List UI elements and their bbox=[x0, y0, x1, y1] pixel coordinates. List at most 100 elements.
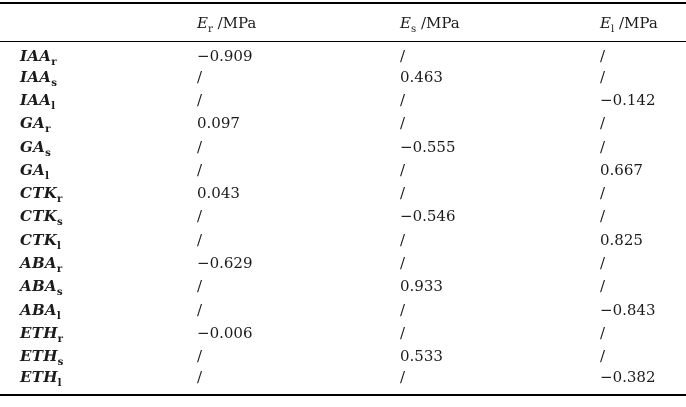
table-cell: / bbox=[197, 90, 203, 109]
table-cell: −0.909 bbox=[197, 47, 253, 65]
column-unit: /MPa bbox=[614, 13, 658, 32]
table-cell: 0.667 bbox=[600, 160, 643, 179]
table-cell: / bbox=[197, 277, 203, 296]
table-cell: / bbox=[600, 323, 606, 342]
table-cell: −0.006 bbox=[197, 323, 253, 342]
row-label-subscript: l bbox=[45, 169, 50, 182]
table-cell: / bbox=[400, 184, 406, 203]
table-row: GAs / −0.555/ bbox=[0, 135, 686, 158]
table-cell: −0.142 bbox=[600, 90, 656, 109]
row-label-base: ABA bbox=[20, 254, 57, 273]
row-label: IAAl bbox=[0, 88, 197, 111]
table-cell: / bbox=[197, 137, 203, 156]
table-row: ETHr −0.006 / / bbox=[0, 321, 686, 344]
table-cell: 0.933 bbox=[400, 277, 443, 296]
table-cell: 0.463 bbox=[400, 67, 443, 86]
column-header-s: Es /MPa bbox=[400, 3, 600, 42]
table-cell: / bbox=[400, 160, 406, 179]
row-label: ETHr bbox=[0, 321, 197, 344]
row-label-subscript: s bbox=[51, 76, 58, 89]
table-cell: / bbox=[400, 254, 406, 273]
row-label-base: ETH bbox=[20, 367, 58, 386]
row-label-subscript: l bbox=[57, 376, 62, 389]
table-cell: / bbox=[400, 367, 406, 386]
row-label-base: GA bbox=[20, 114, 46, 133]
table-cell: −0.382 bbox=[600, 367, 656, 386]
table-cell: / bbox=[600, 347, 606, 366]
row-label-base: IAA bbox=[20, 67, 52, 86]
table-cell: / bbox=[400, 114, 406, 133]
table-cell: / bbox=[600, 254, 606, 273]
row-label-base: CTK bbox=[20, 184, 58, 203]
table-cell: −0.843 bbox=[600, 300, 656, 319]
row-label-base: CTK bbox=[20, 207, 58, 226]
row-label: ETHs bbox=[0, 345, 197, 368]
row-label: GAs bbox=[0, 135, 197, 158]
row-label-subscript: s bbox=[57, 216, 64, 229]
table-row: IAAr −0.909// bbox=[0, 42, 686, 68]
table-row: GAr 0.097// bbox=[0, 112, 686, 135]
row-label-subscript: s bbox=[45, 146, 52, 159]
table-cell: / bbox=[400, 47, 406, 65]
table-row: IAAs/0.463/ bbox=[0, 65, 686, 88]
table-row: IAAl / / −0.142 bbox=[0, 88, 686, 111]
row-label-base: ABA bbox=[20, 300, 57, 319]
table-cell: / bbox=[600, 47, 606, 65]
table-cell: / bbox=[197, 207, 203, 226]
row-label-base: GA bbox=[20, 160, 46, 179]
table-cell: / bbox=[600, 184, 606, 203]
header-empty-cell bbox=[0, 3, 197, 42]
row-label-subscript: r bbox=[57, 332, 64, 345]
row-label-subscript: s bbox=[56, 286, 63, 299]
table-cell: / bbox=[197, 160, 203, 179]
table-cell: / bbox=[197, 300, 203, 319]
table-cell: / bbox=[400, 323, 406, 342]
row-label-subscript: l bbox=[51, 99, 56, 112]
table-cell: / bbox=[400, 230, 406, 249]
column-unit: /MPa bbox=[416, 13, 460, 32]
table-cell: 0.043 bbox=[197, 184, 240, 203]
table-row: CTKl //0.825 bbox=[0, 228, 686, 251]
column-subscript: l bbox=[610, 23, 615, 35]
row-label-base: GA bbox=[20, 137, 46, 156]
table-row: ABAl / / −0.843 bbox=[0, 298, 686, 321]
row-label: IAAs bbox=[0, 65, 197, 88]
table-row: ETHs/0.533/ bbox=[0, 345, 686, 368]
table-cell: / bbox=[400, 90, 406, 109]
row-label-base: IAA bbox=[20, 47, 52, 65]
row-label: ABAl bbox=[0, 298, 197, 321]
table-cell: / bbox=[600, 137, 606, 156]
table-row: ABAr −0.629// bbox=[0, 251, 686, 274]
column-header-r: Er /MPa bbox=[197, 3, 400, 42]
row-label-base: IAA bbox=[20, 90, 52, 109]
table-cell: / bbox=[197, 347, 203, 366]
column-subscript: s bbox=[410, 23, 417, 35]
table-cell: / bbox=[197, 367, 203, 386]
row-label: ABAs bbox=[0, 275, 197, 298]
column-symbol: E bbox=[600, 13, 611, 32]
row-label: GAr bbox=[0, 112, 197, 135]
column-subscript: r bbox=[207, 23, 213, 35]
row-label-subscript: r bbox=[56, 263, 63, 276]
row-label-subscript: r bbox=[45, 123, 51, 136]
table-cell: / bbox=[600, 207, 606, 226]
row-label: GAl bbox=[0, 158, 197, 181]
row-label-subscript: r bbox=[57, 193, 63, 206]
row-label-subscript: s bbox=[57, 356, 64, 369]
row-label-base: ABA bbox=[20, 277, 57, 296]
table-row: CTKs / −0.546/ bbox=[0, 205, 686, 228]
row-label-subscript: l bbox=[57, 239, 62, 252]
table-row: GAl //0.667 bbox=[0, 158, 686, 181]
table-cell: 0.825 bbox=[600, 230, 643, 249]
row-label: ABAr bbox=[0, 251, 197, 274]
table-cell: / bbox=[600, 277, 606, 296]
table-cell: −0.555 bbox=[400, 137, 456, 156]
column-symbol: E bbox=[197, 13, 208, 32]
row-label-subscript: r bbox=[51, 56, 57, 68]
table-cell: / bbox=[197, 67, 203, 86]
correlation-table: Er /MPa Es /MPa El /MPa IAAr −0.909// IAAs/0… bbox=[0, 2, 686, 396]
row-label-subscript: l bbox=[56, 309, 62, 322]
column-unit: /MPa bbox=[212, 13, 257, 32]
row-label: IAAr bbox=[0, 42, 197, 68]
